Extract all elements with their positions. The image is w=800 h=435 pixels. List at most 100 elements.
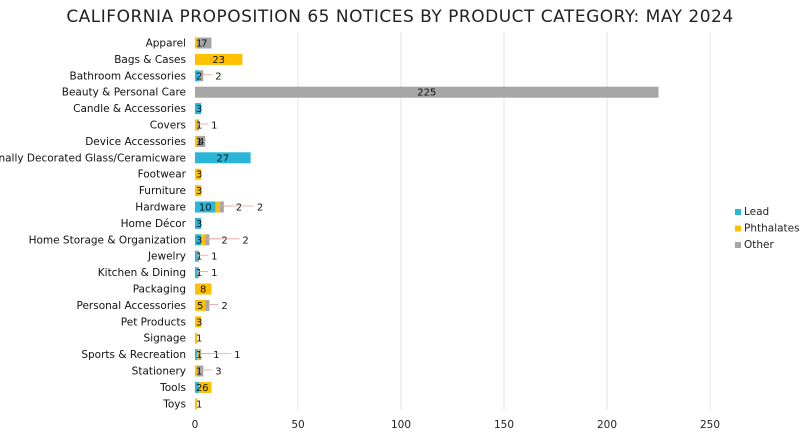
data-label: 2 (215, 71, 221, 82)
bar-phthalates-segment (195, 119, 198, 131)
data-label: 2 (242, 235, 248, 246)
legend-swatch (735, 209, 741, 215)
data-label: 7 (201, 39, 207, 50)
category-label: Signage (144, 333, 186, 345)
category-label: Jewelry (147, 251, 186, 263)
data-label: 3 (196, 235, 202, 246)
chart-title: CALIFORNIA PROPOSITION 65 NOTICES BY PRO… (66, 7, 733, 27)
legend-label: Phthalates (744, 223, 800, 235)
x-tick-label: 100 (391, 419, 411, 431)
data-label: 27 (216, 153, 229, 164)
data-label: 2 (236, 203, 242, 214)
category-label: Footwear (138, 169, 187, 181)
bar-lead-segment (195, 103, 202, 115)
bar-phthalates-segment (195, 168, 202, 180)
data-label: 1 (196, 121, 202, 132)
data-label: 3 (196, 219, 202, 230)
category-label: Beauty & Personal Care (62, 87, 186, 99)
bar-lead-segment (195, 381, 200, 393)
bar-lead-segment (195, 234, 202, 246)
data-label: 23 (212, 55, 225, 66)
bar-phthalates-segment (195, 185, 202, 197)
category-label: Apparel (146, 38, 186, 50)
bar-phthalates-segment (195, 299, 206, 311)
data-label: 1 (234, 350, 240, 361)
x-axis: 0 50 100 150 200 250 (192, 419, 720, 431)
bar-phthalates-segment (195, 53, 243, 65)
data-label: 2 (196, 383, 202, 394)
data-label: 2 (221, 301, 227, 312)
bar-other-segment (199, 70, 204, 82)
bar-other-segment (199, 349, 202, 361)
data-label: 1 (211, 268, 217, 279)
bar-phthalates-segment (201, 234, 206, 246)
bar-phthalates-segment (215, 201, 220, 213)
data-label: 2 (196, 71, 202, 82)
bar-lead-segment (195, 349, 198, 361)
bar-phthalates-segment (195, 283, 212, 295)
bar-other-segment (197, 365, 204, 377)
legend-label: Lead (744, 206, 769, 218)
bar-lead-segment (195, 217, 202, 229)
data-label: 3 (196, 104, 202, 115)
category-label: Furniture (139, 185, 186, 197)
category-label: Sports & Recreation (81, 349, 186, 361)
data-label: 3 (196, 170, 202, 181)
data-label: 8 (200, 285, 206, 296)
legend-swatch (735, 225, 741, 232)
bar-phthalates-segment (195, 37, 198, 49)
category-label: Bags & Cases (114, 54, 186, 66)
bar-phthalates-segment (199, 381, 212, 393)
x-tick-label: 200 (597, 419, 617, 431)
category-label: Candle & Accessories (73, 103, 186, 115)
category-label: Kitchen & Dining (98, 267, 186, 279)
bar-other-segment (197, 135, 206, 147)
category-label: Device Accessories (85, 136, 186, 148)
bar-phthalates-segment (195, 316, 202, 328)
bar-other-segment (219, 201, 224, 213)
category-label: Packaging (133, 284, 186, 296)
data-label: 1 (211, 252, 217, 263)
data-label: 1 (211, 121, 217, 132)
data-label: 3 (196, 186, 202, 197)
category-label: Bathroom Accessories (70, 70, 186, 82)
category-label: Pet Products (121, 316, 186, 328)
bar-other-segment (197, 267, 200, 279)
legend: Lead Phthalates Other (735, 206, 800, 251)
data-label: 6 (202, 383, 208, 394)
x-tick-label: 0 (192, 419, 199, 431)
legend-label: Other (744, 239, 774, 251)
data-label: 10 (199, 203, 212, 214)
bar-phthalates-segment (195, 365, 198, 377)
category-label: Hardware (135, 202, 186, 214)
data-label: 1 (196, 334, 202, 345)
bar-other-segment (205, 234, 210, 246)
data-label: 5 (197, 301, 203, 312)
bar-phthalates-segment (195, 135, 198, 147)
category-label: Tools (159, 382, 186, 394)
bar-lead-segment (195, 267, 198, 279)
bar-lead-segment (195, 70, 200, 82)
bar-phthalates-segment (195, 398, 198, 410)
data-label: 1 (196, 252, 202, 263)
bar-other-segment (205, 299, 210, 311)
bar-lead-segment (195, 152, 251, 164)
data-label: 1 (196, 399, 202, 410)
data-label: 4 (198, 137, 204, 148)
bar-other-segment (197, 37, 212, 49)
bar-phthalates-segment (197, 349, 200, 361)
data-label: 2 (221, 235, 227, 246)
category-label: Toys (162, 398, 186, 410)
data-label: 2 (257, 203, 263, 214)
bar-phthalates-segment (195, 332, 198, 344)
data-label: 3 (215, 367, 221, 378)
category-label: Externally Decorated Glass/Ceramicware (0, 152, 186, 164)
bar-lead-segment (195, 201, 216, 213)
data-label: 1 (196, 268, 202, 279)
category-label: Home Storage & Organization (29, 234, 186, 246)
x-tick-label: 50 (291, 419, 304, 431)
data-label: 1 (196, 39, 202, 50)
data-label: 1 (196, 367, 202, 378)
